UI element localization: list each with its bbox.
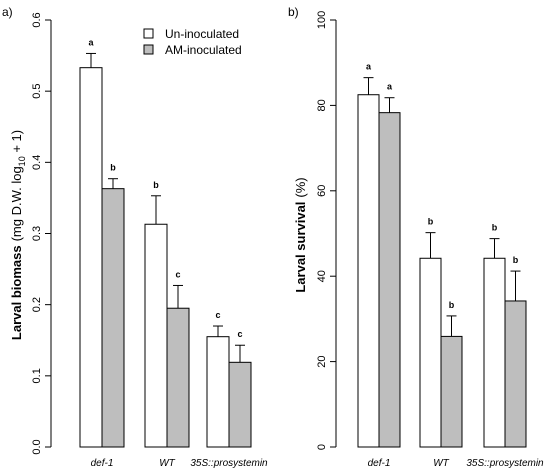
- x-category-label: WT: [159, 458, 175, 469]
- bar-uninoculated: [483, 257, 506, 448]
- panel-a-x-axis: def-1 WT 35S::prosystemin: [91, 458, 268, 469]
- panel-a-larval-biomass: a) Larval biomass(mg D.W. log10 + 1) 0.0…: [2, 5, 268, 469]
- y-tick-label: 0.3: [31, 226, 43, 241]
- x-category-label: 35S::prosystemin: [190, 458, 268, 469]
- panel-b-bars: a a b b b b: [357, 62, 527, 448]
- legend-swatch-am-inoculated: [143, 44, 154, 55]
- legend-label-uninoculated: Un-inoculated: [165, 27, 239, 41]
- bar-am-inoculated: [440, 335, 463, 448]
- panel-a-y-axis: 0.0 0.1 0.2 0.3 0.4 0.5 0.6: [31, 12, 52, 455]
- significance-letter: b: [513, 255, 519, 265]
- y-tick-label: 80: [316, 99, 328, 111]
- significance-letter: b: [492, 223, 498, 233]
- panel-b-label: b): [288, 5, 299, 19]
- panel-b-y-axis-label: Larval survival(%): [293, 177, 308, 292]
- significance-letter: b: [110, 163, 116, 173]
- bar-am-inoculated: [504, 300, 527, 448]
- bar-uninoculated: [79, 67, 103, 448]
- legend: Un-inoculated AM-inoculated: [143, 27, 242, 57]
- y-tick-label: 100: [316, 11, 328, 29]
- legend-swatch-uninoculated: [143, 28, 154, 39]
- x-category-label: 35S::prosystemin: [466, 458, 544, 469]
- panel-a-bars: a b b c c c: [79, 37, 252, 448]
- significance-letter: c: [237, 329, 242, 339]
- y-tick-label: 0.1: [31, 368, 43, 383]
- y-tick-label: 60: [316, 185, 328, 197]
- significance-letter: a: [88, 37, 94, 47]
- y-tick-label: 0.4: [31, 155, 43, 170]
- bar-am-inoculated: [228, 361, 252, 448]
- y-tick-label: 0.0: [31, 439, 43, 454]
- bar-am-inoculated: [378, 112, 401, 448]
- bar-uninoculated: [144, 223, 168, 448]
- y-tick-label: 0.6: [31, 12, 43, 27]
- significance-letter: c: [175, 269, 180, 279]
- panel-b-y-axis: 0 20 40 60 80 100: [316, 11, 337, 450]
- y-tick-label: 0.2: [31, 297, 43, 312]
- panel-b-larval-survival: b) Larval survival(%) 0 20 40 60 80 100 a a b b b…: [288, 5, 544, 469]
- legend-label-am-inoculated: AM-inoculated: [165, 43, 242, 57]
- significance-letter: a: [387, 82, 393, 92]
- significance-letter: b: [449, 300, 455, 310]
- y-tick-label: 40: [316, 270, 328, 282]
- panel-a-label: a): [2, 5, 13, 19]
- bar-am-inoculated: [166, 307, 190, 448]
- y-tick-label: 0: [316, 444, 328, 450]
- panel-b-x-axis: def-1 WT 35S::prosystemin: [368, 458, 544, 469]
- y-tick-label: 20: [316, 355, 328, 367]
- bar-uninoculated: [419, 257, 442, 448]
- significance-letter: a: [366, 62, 372, 72]
- bar-uninoculated: [206, 336, 230, 448]
- panel-a-y-axis-label: Larval biomass(mg D.W. log10 + 1): [9, 130, 27, 340]
- x-category-label: def-1: [368, 458, 391, 469]
- bar-uninoculated: [357, 94, 380, 448]
- significance-letter: c: [215, 310, 220, 320]
- x-category-label: def-1: [91, 458, 114, 469]
- bar-am-inoculated: [101, 188, 125, 448]
- significance-letter: b: [153, 180, 159, 190]
- x-category-label: WT: [433, 458, 449, 469]
- y-tick-label: 0.5: [31, 84, 43, 99]
- significance-letter: b: [428, 217, 434, 227]
